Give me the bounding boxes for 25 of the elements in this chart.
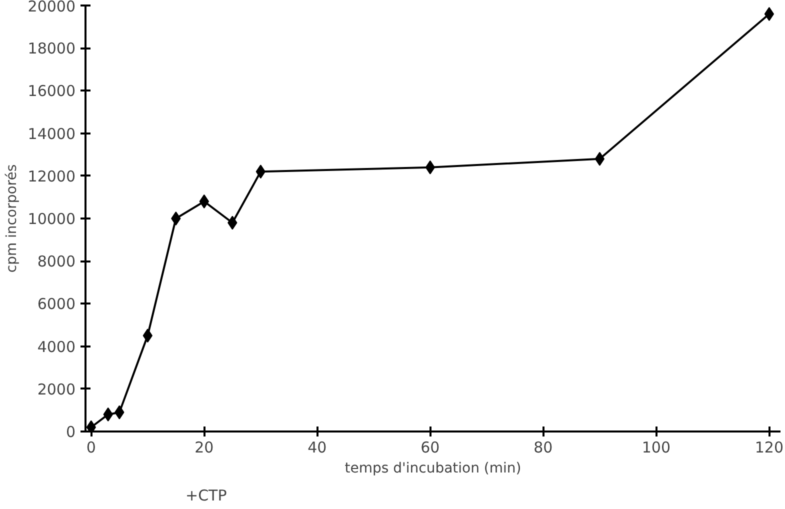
point bbox=[764, 7, 774, 22]
point bbox=[171, 212, 181, 226]
y-tick-label: 12000 bbox=[28, 167, 76, 186]
y-tick-label: 0 bbox=[66, 423, 76, 441]
y-tick-label: 18000 bbox=[28, 40, 76, 58]
x-tick-label: 40 bbox=[308, 438, 327, 456]
x-axis-title: temps d'incubation (min) bbox=[344, 460, 522, 476]
y-tick-label: 2000 bbox=[37, 380, 76, 398]
y-axis-title: cpm incorporés bbox=[4, 164, 20, 273]
y-tick-label: 4000 bbox=[37, 338, 76, 356]
y-tick-label: 10000 bbox=[28, 210, 76, 228]
x-tick-label: 0 bbox=[86, 438, 96, 456]
point bbox=[425, 160, 436, 174]
text: +CTP bbox=[186, 486, 227, 504]
y-tick-label: 20000 bbox=[28, 0, 76, 16]
x-tick-label: 60 bbox=[420, 438, 440, 456]
x-tick-label: 100 bbox=[642, 438, 671, 456]
x-tick-label: 20 bbox=[194, 438, 214, 456]
x-tick-label: 80 bbox=[534, 438, 553, 456]
y-tick-label: 6000 bbox=[37, 295, 76, 314]
point bbox=[594, 152, 605, 166]
x-tick-label: 120 bbox=[754, 438, 784, 456]
y-tick-label: 16000 bbox=[28, 82, 76, 100]
y-tick-label: 14000 bbox=[28, 124, 76, 143]
y-tick-label: 8000 bbox=[37, 252, 76, 271]
